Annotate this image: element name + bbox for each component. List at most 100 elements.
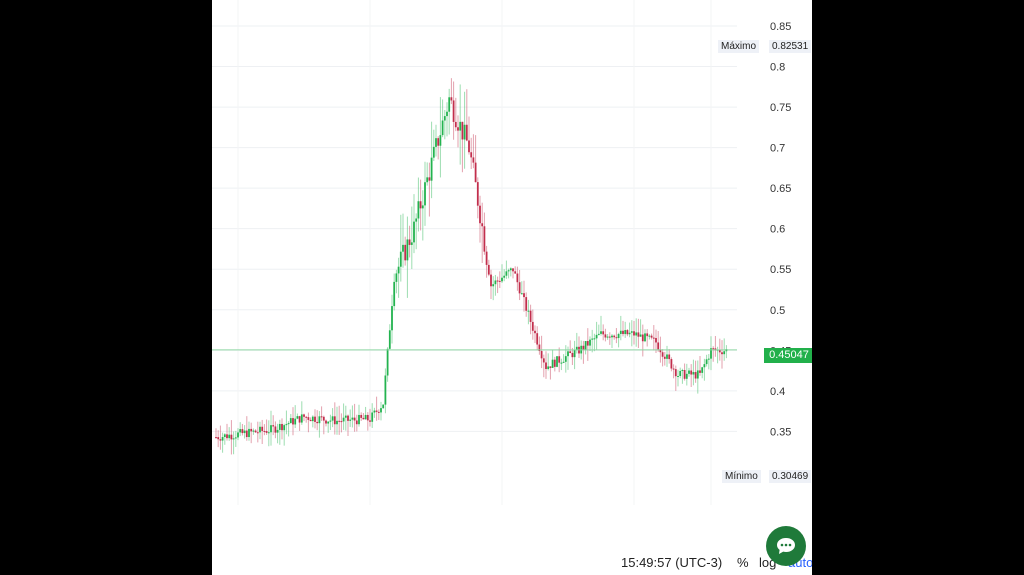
- candle: [490, 269, 492, 299]
- candle: [342, 403, 345, 430]
- candle: [452, 81, 455, 140]
- candle: [252, 428, 255, 435]
- candle: [604, 328, 607, 342]
- candle: [505, 260, 508, 279]
- candle: [395, 269, 398, 294]
- candle: [498, 271, 501, 289]
- candle: [316, 410, 319, 431]
- candle: [628, 322, 631, 338]
- candle: [553, 356, 556, 372]
- candle: [314, 409, 316, 429]
- candle: [254, 429, 257, 434]
- candle: [366, 412, 369, 431]
- candle: [459, 84, 462, 165]
- candle: [384, 368, 387, 414]
- candle: [391, 294, 393, 344]
- last-price-badge: 0.45047: [764, 348, 812, 363]
- candle: [626, 329, 629, 337]
- candle: [611, 333, 613, 349]
- candle: [608, 332, 611, 345]
- candle: [712, 346, 715, 362]
- candle: [551, 349, 554, 369]
- candle: [542, 354, 545, 378]
- candle: [276, 423, 279, 444]
- max-value: 0.82531: [769, 40, 812, 53]
- candle: [556, 356, 558, 368]
- candle: [586, 328, 589, 361]
- candle: [578, 336, 580, 359]
- candle: [397, 257, 400, 298]
- candle: [408, 225, 411, 258]
- candle: [399, 214, 402, 282]
- candle: [549, 366, 552, 380]
- y-tick-label: 0.7: [770, 143, 785, 155]
- candle: [652, 325, 655, 351]
- chart-panel: 0.350.40.450.50.550.60.650.70.750.80.85 …: [212, 0, 812, 575]
- chat-button[interactable]: [766, 526, 806, 566]
- candle: [347, 414, 349, 436]
- candle: [362, 413, 365, 420]
- candle: [661, 349, 664, 367]
- candle: [692, 359, 695, 386]
- candle: [292, 407, 294, 436]
- candle: [325, 419, 327, 427]
- candle: [369, 408, 371, 427]
- candle: [355, 414, 358, 432]
- candles: [215, 78, 728, 455]
- candle: [633, 321, 635, 345]
- candle: [382, 404, 385, 410]
- candle: [450, 78, 453, 105]
- candle: [448, 88, 451, 135]
- candle: [672, 364, 675, 379]
- candle: [245, 416, 248, 441]
- candle: [454, 97, 457, 132]
- candle: [234, 430, 237, 447]
- min-label: Mínimo: [722, 470, 761, 483]
- candlestick-chart[interactable]: 0.350.40.450.50.550.60.650.70.750.80.85 …: [212, 0, 812, 510]
- candle: [547, 353, 550, 371]
- candle: [311, 415, 314, 428]
- candle: [270, 410, 272, 446]
- max-label: Máximo: [718, 40, 760, 53]
- candle: [567, 346, 569, 370]
- candle: [582, 340, 585, 364]
- candle: [470, 137, 473, 170]
- candle: [710, 336, 712, 371]
- candle: [531, 309, 534, 340]
- candle: [285, 410, 288, 435]
- candle: [536, 326, 539, 351]
- candle: [487, 259, 490, 277]
- candle: [468, 116, 470, 155]
- candle: [267, 420, 270, 447]
- candle: [226, 423, 228, 441]
- candle: [474, 135, 477, 183]
- candle: [289, 413, 292, 424]
- candle: [674, 365, 677, 391]
- candle: [287, 421, 290, 437]
- candle: [274, 421, 277, 439]
- candle: [681, 368, 684, 384]
- candle: [388, 324, 391, 350]
- candle: [525, 292, 528, 317]
- y-axis-ticks: 0.350.40.450.50.550.60.650.70.750.80.85: [770, 21, 791, 438]
- candle: [635, 318, 638, 347]
- candle: [349, 409, 352, 427]
- candle: [320, 406, 323, 421]
- candle: [703, 358, 706, 381]
- candle: [602, 324, 605, 341]
- candle: [259, 421, 261, 440]
- min-value: 0.30469: [769, 470, 812, 483]
- candle: [283, 423, 286, 446]
- candle: [437, 136, 440, 160]
- percent-toggle[interactable]: %: [737, 555, 749, 570]
- candle: [597, 324, 600, 336]
- candle: [701, 366, 704, 379]
- candle: [435, 124, 437, 157]
- candle: [241, 423, 244, 436]
- candle: [527, 299, 530, 325]
- candle: [485, 245, 488, 278]
- candle: [492, 276, 495, 301]
- candle: [514, 266, 517, 274]
- candle: [309, 417, 312, 422]
- candle: [699, 355, 701, 376]
